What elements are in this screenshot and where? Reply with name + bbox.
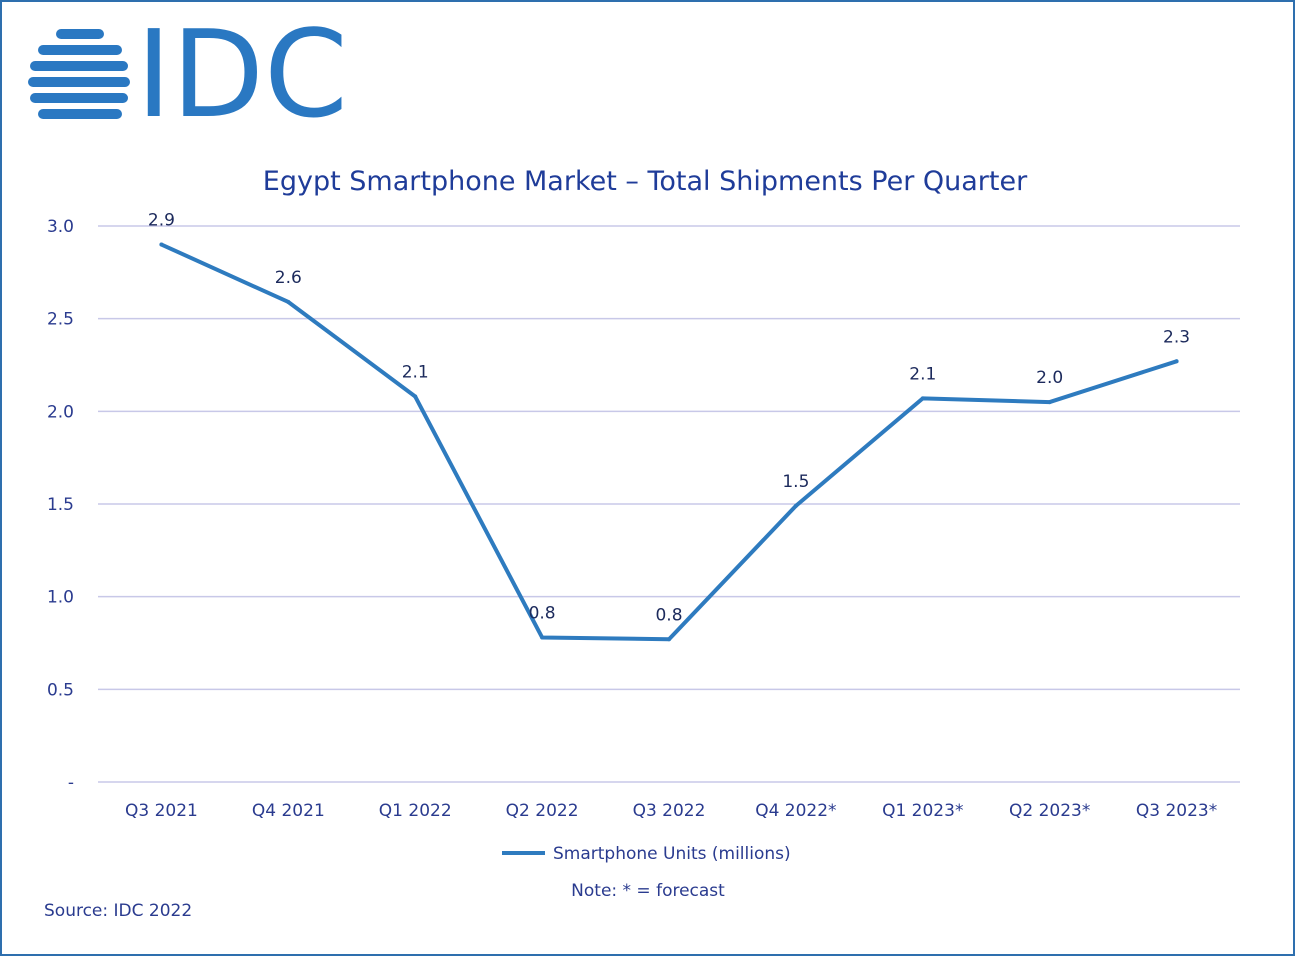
data-label: 2.1 <box>402 363 429 383</box>
y-tick-label: - <box>68 773 74 793</box>
data-labels: 2.9 2.6 2.1 0.8 0.8 1.5 2.1 2.0 2.3 <box>148 211 1190 626</box>
x-tick-label: Q2 2023* <box>1009 801 1090 821</box>
data-label: 0.8 <box>655 605 682 625</box>
chart-gridlines <box>98 225 1240 783</box>
data-point <box>159 242 164 247</box>
logo-stripe <box>28 77 130 87</box>
x-tick-label: Q4 2021 <box>252 801 325 821</box>
chart-title: Egypt Smartphone Market – Total Shipment… <box>263 166 1028 197</box>
data-point <box>1047 400 1052 405</box>
legend-label: Smartphone Units (millions) <box>553 844 791 864</box>
legend: Smartphone Units (millions) <box>502 844 791 864</box>
y-tick-label: 1.0 <box>47 588 74 608</box>
logo-globe-icon <box>28 29 130 119</box>
data-point <box>1174 359 1179 364</box>
data-point <box>793 503 798 508</box>
y-tick-label: 2.0 <box>47 402 74 422</box>
series-line <box>159 242 1179 642</box>
x-tick-label: Q1 2023* <box>882 801 963 821</box>
y-tick-label: 3.0 <box>47 217 74 237</box>
data-label: 2.1 <box>909 364 936 384</box>
data-label: 0.8 <box>529 603 556 623</box>
x-axis-ticks: Q3 2021 Q4 2021 Q1 2022 Q2 2022 Q3 2022 Q4 20… <box>125 801 1217 821</box>
y-tick-label: 2.5 <box>47 310 74 330</box>
x-tick-label: Q3 2023* <box>1136 801 1217 821</box>
data-label: 2.9 <box>148 211 175 231</box>
data-point <box>920 396 925 401</box>
source-label: Source: IDC 2022 <box>44 901 192 921</box>
logo-stripe <box>30 93 128 103</box>
x-tick-label: Q4 2022* <box>755 801 836 821</box>
y-tick-label: 1.5 <box>47 495 74 515</box>
data-point <box>667 637 671 642</box>
y-tick-label: 0.5 <box>47 680 74 700</box>
x-tick-label: Q3 2022 <box>633 801 706 821</box>
forecast-note: Note: * = forecast <box>571 881 725 901</box>
x-tick-label: Q3 2021 <box>125 801 198 821</box>
data-label: 2.0 <box>1036 368 1063 388</box>
data-label: 2.6 <box>275 268 302 288</box>
idc-logo: IDC <box>28 6 348 145</box>
data-point <box>286 299 291 304</box>
data-point <box>540 635 545 640</box>
y-axis-ticks: - 0.5 1.0 1.5 2.0 2.5 3.0 <box>47 217 74 793</box>
data-label: 1.5 <box>782 472 809 492</box>
data-point <box>413 394 418 399</box>
x-tick-label: Q1 2022 <box>379 801 452 821</box>
logo-stripe <box>38 109 122 119</box>
x-tick-label: Q2 2022 <box>506 801 579 821</box>
logo-stripe <box>38 45 122 55</box>
data-label: 2.3 <box>1163 327 1190 347</box>
logo-stripe <box>56 29 104 39</box>
logo-stripe <box>30 61 128 71</box>
logo-text: IDC <box>136 6 348 145</box>
chart-series <box>159 242 1179 642</box>
